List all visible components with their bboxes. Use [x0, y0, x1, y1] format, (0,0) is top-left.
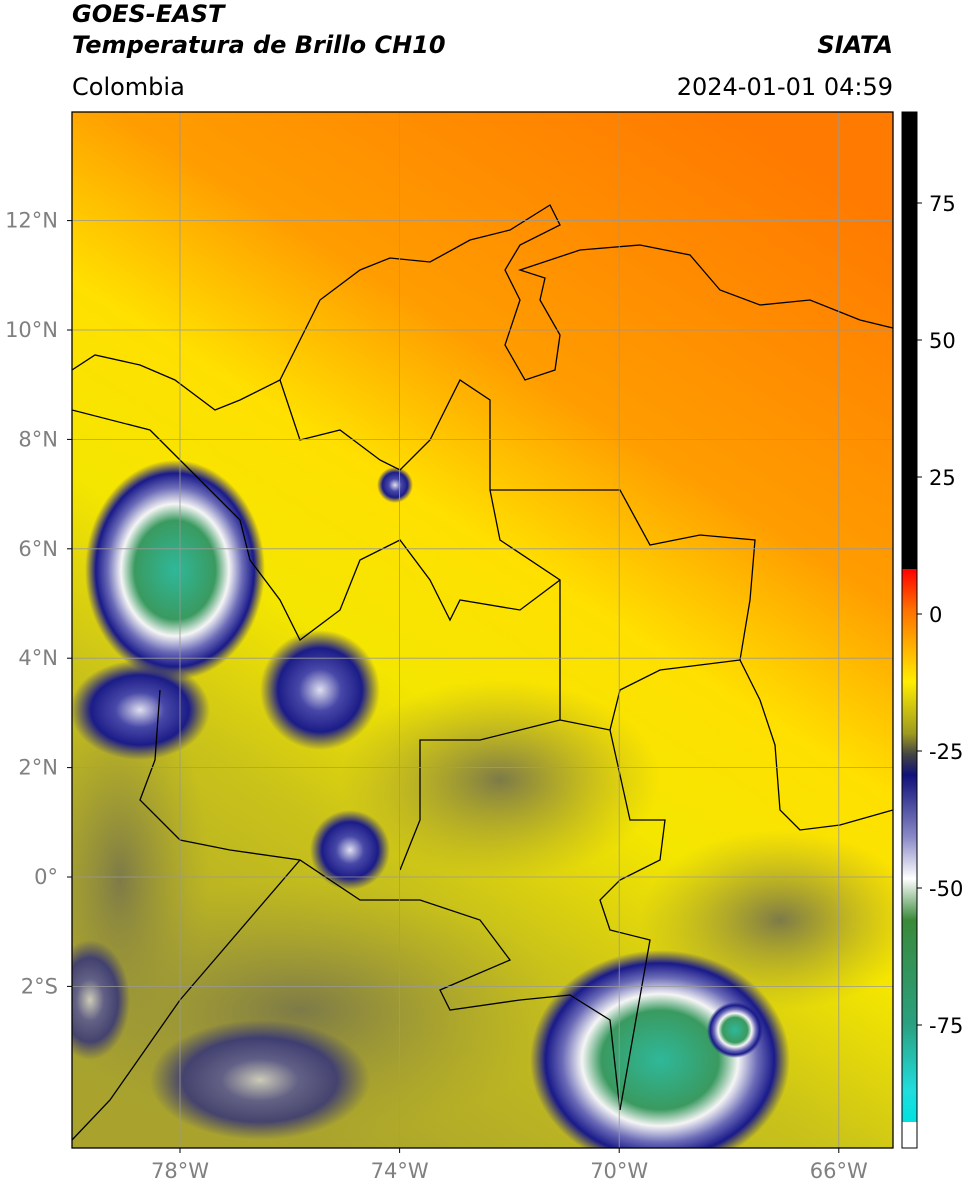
lat-tick-label: 0° [34, 865, 58, 889]
colorbar-tick-label: 75 [929, 192, 956, 216]
region: Colombia [72, 73, 185, 101]
colorbar-tick-label: 0 [929, 603, 942, 627]
colorbar-ticks: 75 50 25 0 -25 -50 -75 [917, 192, 963, 1038]
colorbar-tick-label: 25 [929, 466, 956, 490]
lat-tick-label: 4°N [18, 646, 58, 670]
subtitle: Temperatura de Brillo CH10 [72, 31, 446, 59]
colorbar-tick-label: -75 [929, 1014, 963, 1038]
datetime: 2024-01-01 04:59 [677, 73, 893, 101]
lon-tick-label: 78°W [151, 1159, 209, 1183]
colorbar-tick-label: -50 [929, 877, 963, 901]
lat-tick-label: 6°N [18, 537, 58, 561]
map-axes: 78°W 74°W 70°W 66°W 12°N 10°N 8°N 6°N 4°N 2°N 0° 2°… [5, 209, 868, 1183]
lat-tick-label: 2°N [18, 756, 58, 780]
lon-tick-label: 74°W [371, 1159, 429, 1183]
lat-tick-label: 8°N [18, 427, 58, 451]
lat-tick-label: 12°N [5, 209, 58, 233]
source: SIATA [817, 31, 893, 59]
lon-tick-label: 66°W [810, 1159, 868, 1183]
lat-tick-label: 10°N [5, 318, 58, 342]
map-frame [71, 111, 894, 1149]
satellite-image [72, 112, 893, 1148]
lon-tick-label: 70°W [590, 1159, 648, 1183]
grid [72, 112, 893, 1148]
title: GOES-EAST [72, 0, 226, 28]
colorbar-tick-label: 50 [929, 329, 956, 353]
lat-tick-label: 2°S [21, 974, 58, 998]
colorbar [901, 111, 918, 1149]
colorbar-tick-label: -25 [929, 740, 963, 764]
